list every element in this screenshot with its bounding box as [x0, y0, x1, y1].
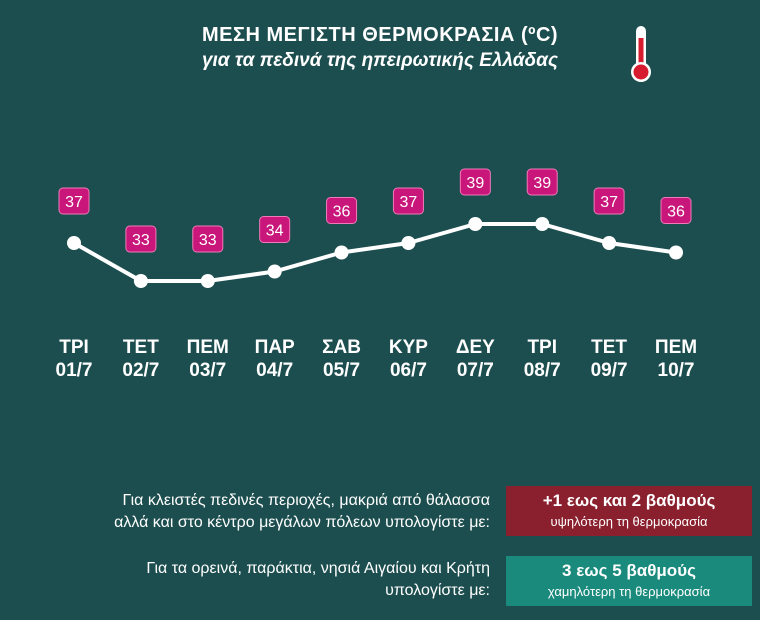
- day-labels: ΤΡΙ 01/7 ΤΕΤ 02/7 ΠΕΜ 03/7 ΠΑΡ 04/7 ΣΑΒ 05/7 ΚΥΡ 06…: [0, 336, 760, 386]
- data-label: 33: [132, 232, 150, 249]
- data-point: [669, 245, 683, 260]
- data-label: 39: [533, 175, 551, 192]
- x-tick-date: 06/7: [389, 360, 427, 381]
- data-label-box: [125, 225, 157, 253]
- title-block: ΜΕΣΗ ΜΕΓΙΣΤΗ ΘΕΡΜΟΚΡΑΣΙΑ (ºC) για τα πεδ…: [0, 22, 760, 74]
- data-label-box: [660, 197, 692, 224]
- x-tick-date: 03/7: [189, 360, 227, 381]
- cooler-adjustment-box: 3 εως 5 βαθμούς χαμηλότερη τη θερμοκρασί…: [506, 556, 752, 606]
- x-tick-day: ΔΕΥ: [455, 337, 495, 358]
- data-point: [334, 245, 349, 260]
- data-label-box: [326, 197, 358, 224]
- cooler-adjustment-caption: χαμηλότερη τη θερμοκρασία: [547, 584, 711, 599]
- x-tick-day: ΣΑΒ: [322, 337, 361, 358]
- x-tick-date: 01/7: [55, 360, 93, 381]
- cooler-adjustment-value: 3 εως 5 βαθμούς: [562, 561, 696, 580]
- warmer-adjustment-caption: υψηλότερη τη θερμοκρασία: [550, 514, 708, 529]
- x-tick-label: ΤΡΙ 08/7: [507, 336, 577, 382]
- data-label-box: [259, 216, 291, 243]
- data-label: 33: [199, 232, 217, 249]
- note-coastal-line1: Για τα ορεινά, παράκτια, νησιά Αιγαίου κ…: [146, 560, 490, 577]
- note-inland-line1: Για κλειστές πεδινές περιοχές, μακριά απ…: [122, 492, 490, 509]
- x-tick-day: ΤΡΙ: [527, 337, 557, 358]
- data-point: [401, 236, 416, 250]
- x-tick-day: ΚΥΡ: [388, 337, 428, 358]
- x-tick-date: 08/7: [523, 360, 561, 381]
- data-label: 34: [266, 223, 284, 240]
- data-label-box: [459, 168, 491, 196]
- data-label-box: [526, 168, 558, 196]
- chart-subtitle: για τα πεδινά της ηπειρωτικής Ελλάδας: [201, 50, 559, 71]
- x-tick-date: 07/7: [456, 360, 494, 381]
- thermometer-icon: [631, 26, 651, 82]
- data-label: 39: [466, 175, 484, 192]
- data-label-box: [192, 225, 224, 253]
- data-point: [200, 274, 215, 288]
- note-inland: Για κλειστές πεδινές περιοχές, μακριά απ…: [114, 490, 490, 534]
- data-point: [67, 236, 81, 250]
- note-inland-line2: αλλά και στο κέντρο μεγάλων πόλεων υπολο…: [114, 514, 490, 531]
- x-tick-label: ΤΡΙ 01/7: [39, 336, 109, 382]
- x-tick-date: 10/7: [657, 360, 695, 381]
- note-coastal: Για τα ορεινά, παράκτια, νησιά Αιγαίου κ…: [146, 558, 490, 602]
- data-label-box: [392, 187, 424, 215]
- temperature-line-chart: 37 33 33 34 36 37 39 39 37 36: [58, 168, 692, 288]
- x-tick-label: ΣΑΒ 05/7: [307, 336, 377, 382]
- data-point: [468, 217, 483, 231]
- x-tick-date: 04/7: [256, 360, 294, 381]
- data-label: 36: [667, 204, 685, 221]
- data-label-box: [58, 187, 90, 215]
- x-tick-label: ΤΕΤ 09/7: [574, 336, 644, 382]
- x-tick-day: ΤΕΤ: [122, 337, 159, 358]
- x-tick-date: 09/7: [590, 360, 628, 381]
- data-label: 37: [400, 194, 418, 211]
- warmer-adjustment-value: +1 εως και 2 βαθμούς: [542, 491, 716, 510]
- x-tick-label: ΚΥΡ 06/7: [373, 336, 443, 382]
- x-tick-label: ΔΕΥ 07/7: [440, 336, 510, 382]
- data-point: [133, 274, 148, 288]
- data-point: [267, 264, 282, 279]
- x-tick-label: ΠΕΜ 03/7: [173, 336, 243, 382]
- chart-title: ΜΕΣΗ ΜΕΓΙΣΤΗ ΘΕΡΜΟΚΡΑΣΙΑ (ºC): [201, 24, 559, 46]
- x-tick-day: ΠΕΜ: [654, 337, 698, 358]
- x-tick-day: ΤΡΙ: [59, 337, 89, 358]
- x-tick-label: ΠΕΜ 10/7: [641, 336, 711, 382]
- data-label: 36: [333, 204, 351, 221]
- data-label-box: [593, 187, 625, 215]
- x-tick-label: ΠΑΡ 04/7: [240, 336, 310, 382]
- data-label: 37: [600, 194, 618, 211]
- warmer-adjustment-box: +1 εως και 2 βαθμούς υψηλότερη τη θερμοκ…: [506, 486, 752, 536]
- x-tick-day: ΠΕΜ: [186, 337, 229, 358]
- data-point: [535, 217, 550, 231]
- x-tick-day: ΠΑΡ: [254, 337, 295, 358]
- data-point: [602, 236, 617, 250]
- x-tick-date: 05/7: [323, 360, 361, 381]
- x-tick-date: 02/7: [122, 360, 160, 381]
- series-line: [73, 222, 677, 283]
- x-tick-day: ΤΕΤ: [591, 337, 628, 358]
- data-label: 37: [65, 194, 83, 211]
- note-coastal-line2: υπολογίστε με:: [385, 582, 490, 599]
- x-tick-label: ΤΕΤ 02/7: [106, 336, 176, 382]
